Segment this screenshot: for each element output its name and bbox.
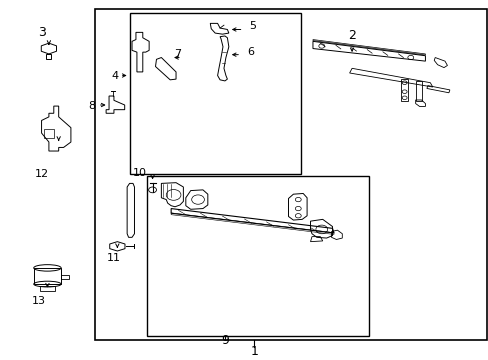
- Text: 9: 9: [221, 334, 228, 347]
- Text: 13: 13: [32, 296, 45, 306]
- Text: 5: 5: [249, 21, 256, 31]
- Text: 8: 8: [88, 101, 96, 111]
- Text: 2: 2: [347, 30, 355, 42]
- Text: 6: 6: [246, 47, 253, 57]
- Text: 4: 4: [111, 71, 119, 81]
- Text: 10: 10: [132, 168, 146, 178]
- Text: 3: 3: [38, 26, 46, 39]
- Text: 7: 7: [173, 49, 181, 59]
- Text: 12: 12: [35, 170, 48, 179]
- Text: 11: 11: [106, 253, 120, 263]
- Text: 1: 1: [250, 345, 258, 358]
